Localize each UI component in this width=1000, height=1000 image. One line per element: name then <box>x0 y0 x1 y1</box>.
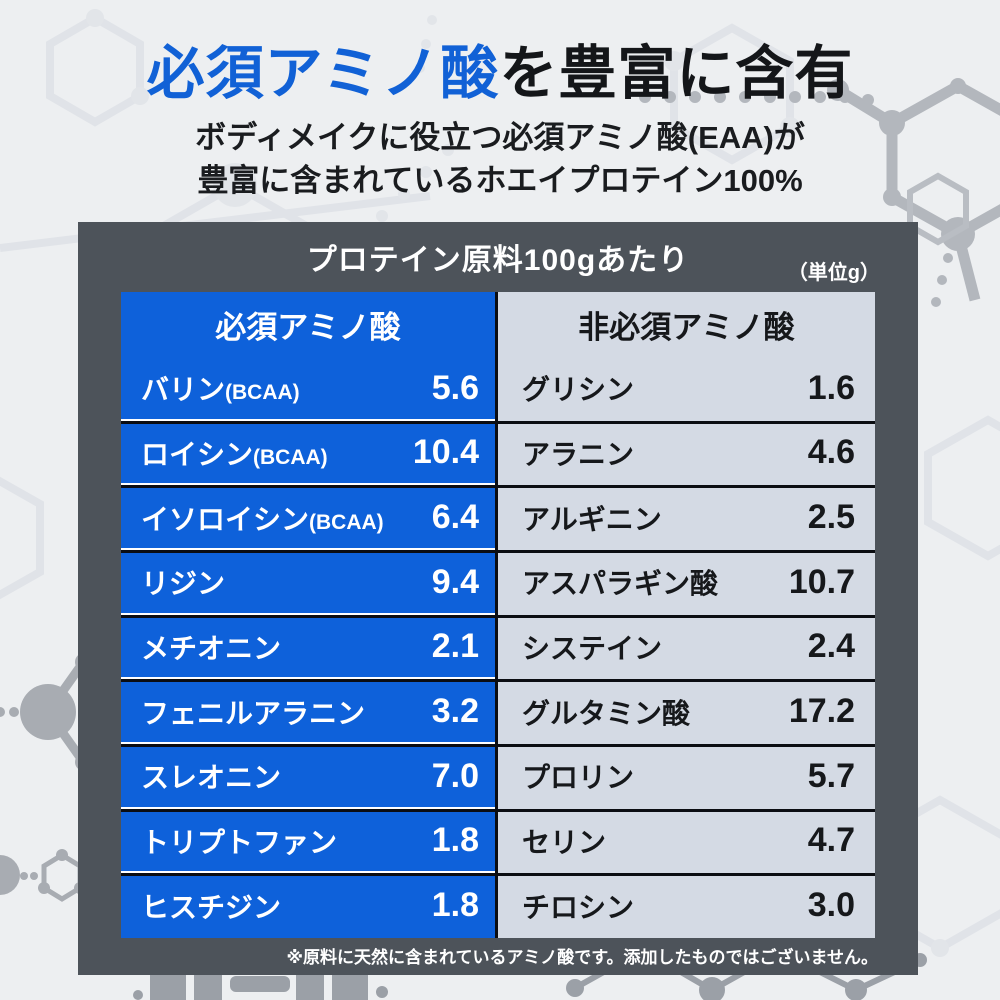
amino-value: 1.8 <box>431 886 479 925</box>
bcaa-tag: (BCAA) <box>253 445 328 469</box>
amino-value: 1.8 <box>431 821 479 860</box>
amino-name-text: スレオニン <box>141 762 282 794</box>
table-row: ロイシン(BCAA) 10.4 <box>121 421 495 486</box>
row-divider <box>121 871 875 876</box>
amino-name-text: リジン <box>141 568 226 600</box>
amino-acid-panel: プロテイン原料100gあたり （単位g） 必須アミノ酸 バリン(BCAA) 5.6… <box>78 222 918 975</box>
amino-name: アラニン <box>522 438 635 470</box>
amino-name-text: バリン <box>141 374 226 406</box>
amino-value: 1.6 <box>807 368 855 407</box>
page-subtitle-line1: ボディメイクに役立つ必須アミノ酸(EAA)が <box>195 120 805 155</box>
table-row: システイン 2.4 <box>498 615 875 680</box>
page-title-rest: を豊富に含有 <box>499 41 854 106</box>
amino-name-text: イソロイシン <box>141 503 310 535</box>
amino-value: 9.4 <box>431 562 479 601</box>
amino-name: セリン <box>522 826 607 858</box>
table-row: セリン 4.7 <box>498 809 875 874</box>
amino-name: イソロイシン(BCAA) <box>141 498 384 538</box>
amino-name: アスパラギン酸 <box>522 568 719 600</box>
amino-value: 4.6 <box>807 433 855 472</box>
page-subtitle: ボディメイクに役立つ必須アミノ酸(EAA)が 豊富に含まれているホエイプロテイン… <box>0 116 1000 202</box>
amino-name: グリシン <box>522 374 635 406</box>
table-row: ヒスチジン 1.8 <box>121 873 495 938</box>
amino-value: 10.7 <box>788 562 855 601</box>
essential-amino-column: 必須アミノ酸 バリン(BCAA) 5.6 ロイシン(BCAA) 10.4 イソロイシ… <box>121 292 495 938</box>
amino-name: アルギニン <box>522 503 662 535</box>
table-row: リジン 9.4 <box>121 550 495 615</box>
amino-name: チロシン <box>522 891 635 923</box>
amino-value: 6.4 <box>431 498 479 537</box>
amino-name: プロリン <box>522 762 635 794</box>
amino-name: スレオニン <box>141 756 281 796</box>
amino-name-text: ロイシン <box>141 438 254 470</box>
page-subtitle-line2: 豊富に含まれているホエイプロテイン100% <box>197 163 803 198</box>
amino-value: 2.1 <box>431 627 479 666</box>
amino-value: 2.4 <box>807 627 855 666</box>
amino-value: 4.7 <box>807 821 855 860</box>
amino-acid-table: 必須アミノ酸 バリン(BCAA) 5.6 ロイシン(BCAA) 10.4 イソロイシ… <box>121 292 875 938</box>
table-row: トリプトファン 1.8 <box>121 809 495 874</box>
row-divider <box>121 483 875 488</box>
amino-name: バリン(BCAA) <box>141 368 300 408</box>
amino-name: ロイシン(BCAA) <box>141 433 328 473</box>
amino-name-text: メチオニン <box>141 632 282 664</box>
row-divider <box>121 613 875 618</box>
amino-value: 10.4 <box>412 433 479 472</box>
amino-name: フェニルアラニン <box>141 692 365 732</box>
non-essential-column-header: 非必須アミノ酸 <box>578 309 795 345</box>
table-title: プロテイン原料100gあたり <box>306 244 690 277</box>
footnote: ※原料に天然に含まれているアミノ酸です。添加したものではございません。 <box>286 948 878 967</box>
amino-name-text: フェニルアラニン <box>141 697 366 729</box>
amino-value: 3.2 <box>431 692 479 731</box>
bcaa-tag: (BCAA) <box>309 510 384 534</box>
amino-value: 17.2 <box>788 692 855 731</box>
table-row: アルギニン 2.5 <box>498 485 875 550</box>
page-title-highlight: 必須アミノ酸 <box>146 41 500 106</box>
amino-value: 3.0 <box>807 886 855 925</box>
essential-column-header: 必須アミノ酸 <box>215 309 401 345</box>
unit-label: （単位g） <box>787 262 880 284</box>
row-divider <box>121 548 875 553</box>
table-row: グリシン 1.6 <box>498 356 875 421</box>
amino-value: 2.5 <box>807 498 855 537</box>
amino-name-text: ヒスチジン <box>141 891 282 923</box>
row-divider <box>121 807 875 812</box>
amino-value: 7.0 <box>431 756 479 795</box>
table-row: メチオニン 2.1 <box>121 615 495 680</box>
table-row: スレオニン 7.0 <box>121 744 495 809</box>
row-divider <box>121 419 875 424</box>
molecule-cluster-top-right-icon <box>639 78 1000 307</box>
table-row: チロシン 3.0 <box>498 873 875 938</box>
amino-value: 5.7 <box>807 756 855 795</box>
table-row: プロリン 5.7 <box>498 744 875 809</box>
amino-name: グルタミン酸 <box>522 697 691 729</box>
table-row: イソロイシン(BCAA) 6.4 <box>121 485 495 550</box>
row-divider <box>121 677 875 682</box>
table-row: グルタミン酸 17.2 <box>498 679 875 744</box>
amino-name: ヒスチジン <box>141 886 281 926</box>
bcaa-tag: (BCAA) <box>225 381 300 405</box>
amino-name: トリプトファン <box>141 821 337 861</box>
amino-name: システイン <box>522 632 663 664</box>
amino-name: リジン <box>141 562 225 602</box>
amino-name-text: トリプトファン <box>141 826 338 858</box>
amino-value: 5.6 <box>431 368 479 407</box>
amino-name: メチオニン <box>141 627 281 667</box>
table-row: フェニルアラニン 3.2 <box>121 679 495 744</box>
table-row: アラニン 4.6 <box>498 421 875 486</box>
table-row: アスパラギン酸 10.7 <box>498 550 875 615</box>
table-row: バリン(BCAA) 5.6 <box>121 356 495 421</box>
row-divider <box>121 742 875 747</box>
page-title: 必須アミノ酸を豊富に含有 <box>0 26 1000 110</box>
